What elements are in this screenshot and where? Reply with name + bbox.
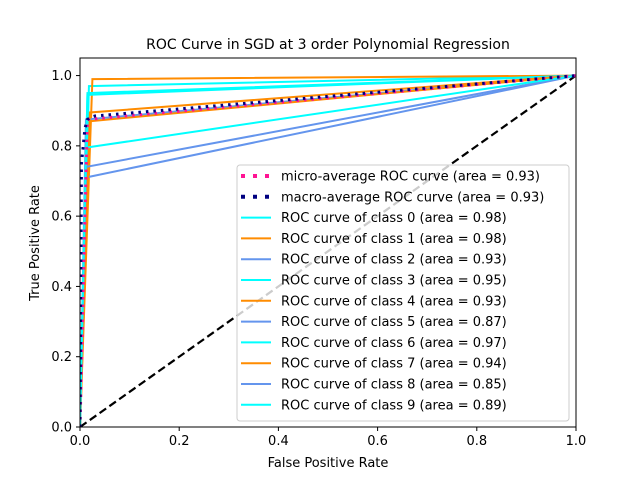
legend-label: ROC curve of class 6 (area = 0.97) (281, 336, 507, 351)
y-tick-label: 0.8 (51, 139, 72, 154)
legend: micro-average ROC curve (area = 0.93) mac… (236, 164, 570, 422)
legend-label: ROC curve of class 2 (area = 0.93) (281, 253, 507, 268)
y-tick-label: 0.4 (51, 280, 72, 295)
plot-area (79, 57, 577, 428)
roc-series-line-1 (80, 74, 576, 427)
plot-frame (79, 57, 577, 428)
y-axis: 0.0 0.2 0.4 0.6 0.8 1.0 (51, 69, 80, 436)
legend-label: micro-average ROC curve (area = 0.93) (281, 170, 540, 185)
legend-label: ROC curve of class 3 (area = 0.95) (281, 274, 507, 289)
x-axis-label: False Positive Rate (268, 456, 389, 471)
x-tick-label: 0.2 (169, 434, 190, 449)
legend-label: ROC curve of class 4 (area = 0.93) (281, 294, 507, 309)
y-tick-label: 0.2 (51, 350, 72, 365)
x-tick-label: 0.8 (466, 434, 487, 449)
x-axis: 0.0 0.2 0.4 0.6 0.8 1.0 (70, 427, 587, 449)
x-tick-label: 0.6 (367, 434, 388, 449)
legend-label: ROC curve of class 7 (area = 0.94) (281, 357, 507, 372)
x-tick-label: 0.4 (268, 434, 289, 449)
y-tick-label: 1.0 (51, 69, 72, 84)
y-tick-label: 0.0 (51, 421, 72, 436)
y-axis-label: True Positive Rate (28, 185, 43, 302)
legend-box (236, 164, 570, 422)
legend-label: ROC curve of class 8 (area = 0.85) (281, 378, 507, 393)
x-tick-label: 0.0 (70, 434, 91, 449)
y-tick-label: 0.6 (51, 210, 72, 225)
legend-label: ROC curve of class 1 (area = 0.98) (281, 232, 507, 247)
legend-label: ROC curve of class 5 (area = 0.87) (281, 315, 507, 330)
chart-title: ROC Curve in SGD at 3 order Polynomial R… (146, 37, 510, 53)
legend-label: ROC curve of class 0 (area = 0.98) (281, 211, 507, 226)
legend-label: ROC curve of class 9 (area = 0.89) (281, 398, 507, 413)
x-tick-label: 1.0 (566, 434, 587, 449)
legend-label: macro-average ROC curve (area = 0.93) (281, 190, 544, 205)
